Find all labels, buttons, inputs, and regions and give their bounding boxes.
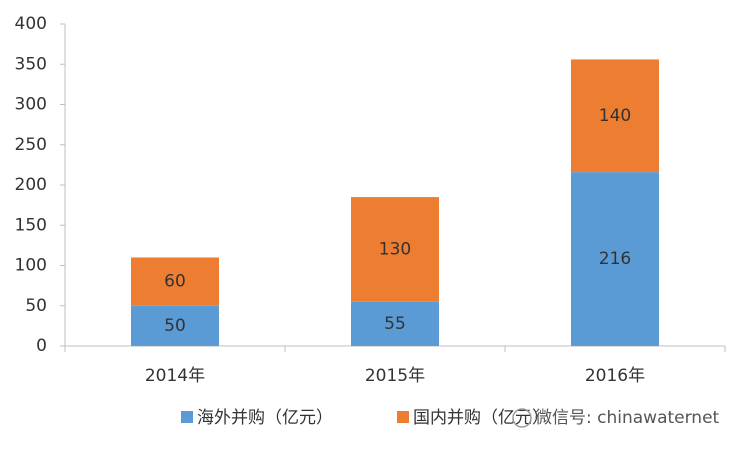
data-label: 140 (599, 106, 631, 126)
watermark-icon (512, 408, 532, 428)
y-tick-label: 350 (15, 54, 47, 74)
bar-segment (571, 172, 659, 346)
watermark-text: 微信号: chinawaternet (535, 408, 720, 428)
data-label: 55 (384, 314, 406, 334)
data-label: 60 (164, 272, 186, 292)
legend-swatch (181, 411, 193, 423)
bar-segment (351, 197, 439, 302)
legend-label: 海外并购（亿元） (197, 408, 333, 428)
data-label: 130 (379, 239, 411, 259)
y-tick-label: 0 (36, 336, 47, 356)
data-label: 50 (164, 316, 186, 336)
y-tick-label: 200 (15, 175, 47, 195)
x-tick-label: 2015年 (365, 366, 425, 386)
data-label: 216 (599, 249, 631, 269)
watermark: 微信号: chinawaternet (512, 408, 720, 428)
bar-segment (131, 305, 219, 346)
y-tick-label: 150 (15, 215, 47, 235)
y-tick-label: 400 (15, 14, 47, 34)
bar-segment (351, 301, 439, 346)
bar-segment (571, 59, 659, 173)
legend-swatch (397, 411, 409, 423)
y-tick-label: 100 (15, 256, 47, 276)
x-tick-label: 2014年 (145, 366, 205, 386)
bar-segment (131, 257, 219, 306)
x-tick-label: 2016年 (585, 366, 645, 386)
y-tick-label: 50 (25, 296, 47, 316)
y-tick-label: 250 (15, 135, 47, 155)
y-tick-label: 300 (15, 95, 47, 115)
